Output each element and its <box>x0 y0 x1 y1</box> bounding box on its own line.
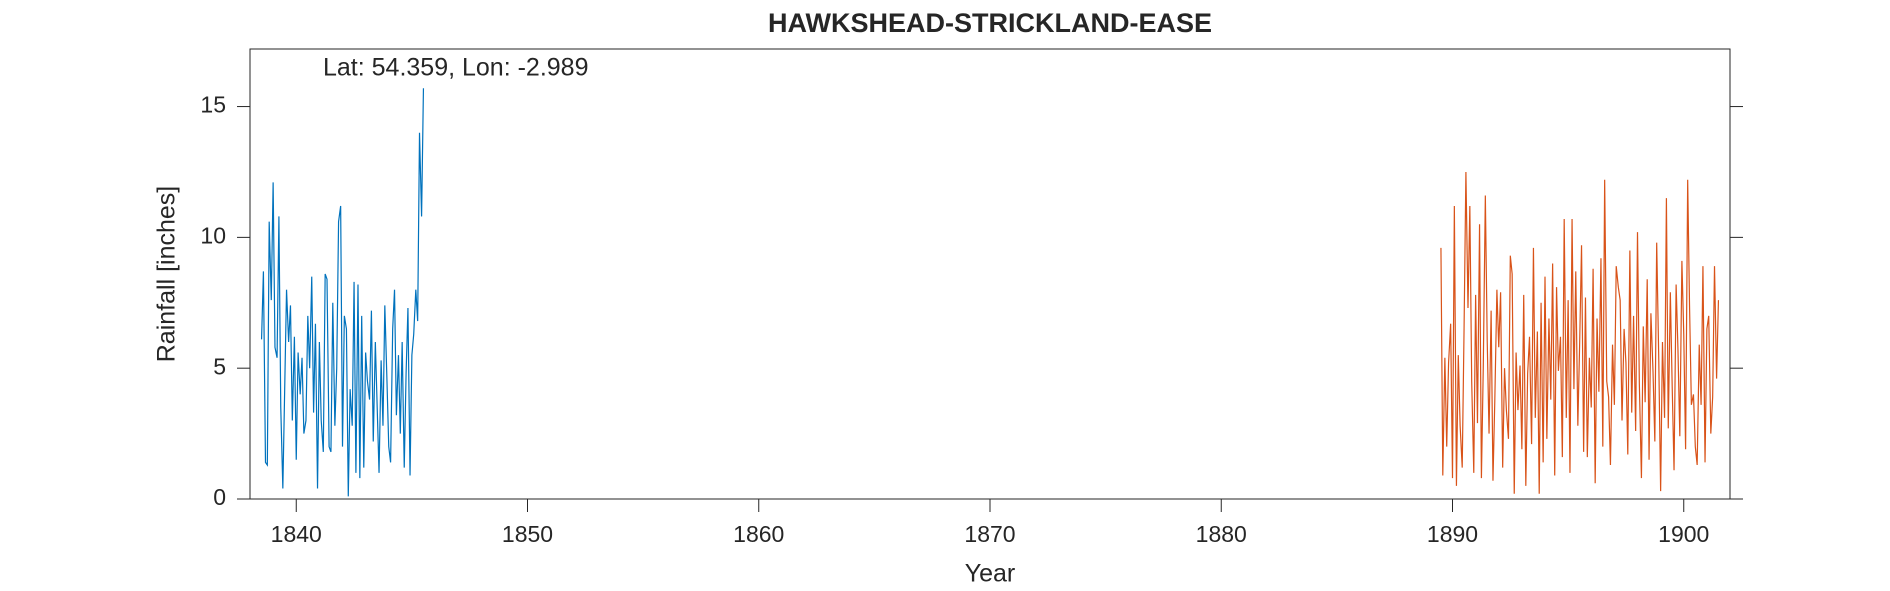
x-tick-label: 1870 <box>964 521 1015 547</box>
chart-title: HAWKSHEAD-STRICKLAND-EASE <box>768 8 1212 38</box>
x-tick-label: 1860 <box>733 521 784 547</box>
x-tick-label: 1840 <box>271 521 322 547</box>
data-line <box>260 88 425 497</box>
x-tick-label: 1850 <box>502 521 553 547</box>
x-tick-label: 1880 <box>1196 521 1247 547</box>
y-tick-label: 15 <box>200 92 226 118</box>
y-tick-label: 5 <box>213 353 226 379</box>
y-tick-label: 0 <box>213 484 226 510</box>
data-line <box>1440 171 1720 494</box>
y-axis-label: Rainfall [inches] <box>153 186 181 362</box>
annotation: Lat: 54.359, Lon: -2.989 <box>323 54 589 82</box>
x-axis-label: Year <box>965 560 1016 588</box>
x-tick-label: 1900 <box>1658 521 1709 547</box>
y-tick-label: 10 <box>200 222 226 248</box>
x-tick-label: 1890 <box>1427 521 1478 547</box>
